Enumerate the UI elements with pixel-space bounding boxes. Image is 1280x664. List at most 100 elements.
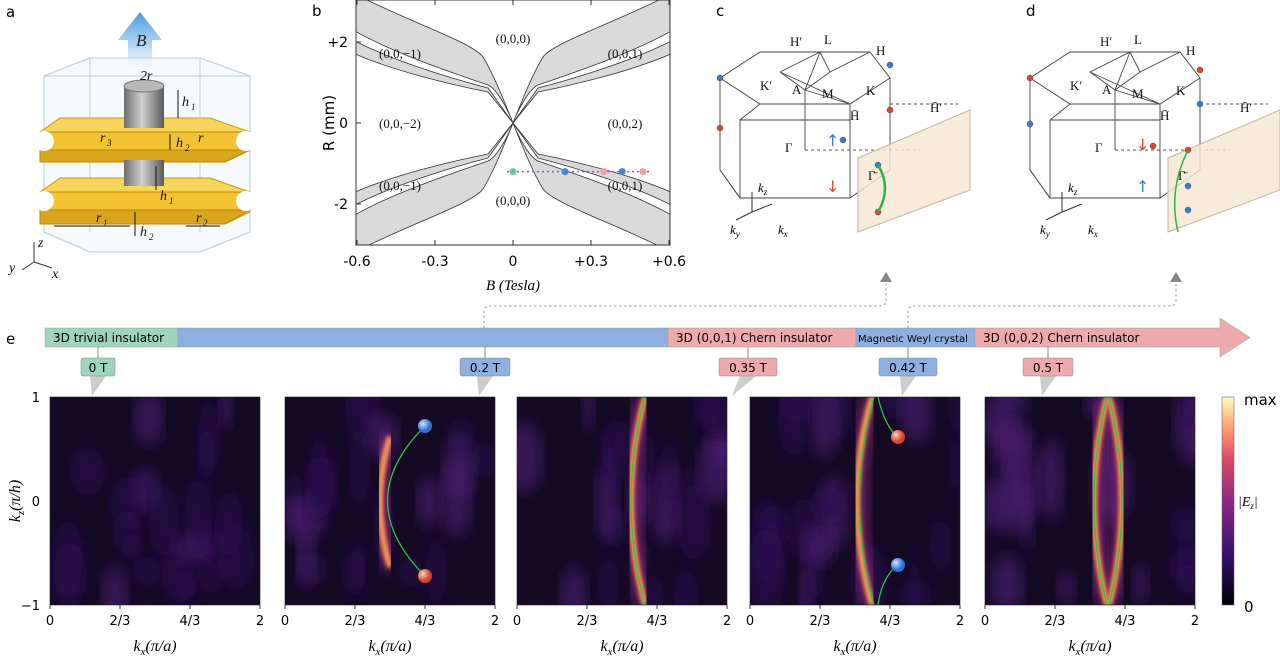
fermi-arc <box>630 397 646 605</box>
tag-pointer-icon <box>1040 376 1056 396</box>
bz-point-gamma: Γ <box>1095 140 1103 155</box>
weyl-point-red <box>886 106 894 114</box>
field-label: B <box>136 31 147 50</box>
dim-r1-sub: 1 <box>103 218 108 228</box>
dim-h2-bot: h <box>140 225 147 240</box>
axis-kx: kx <box>1088 222 1098 239</box>
bz-point-h: H <box>1186 43 1195 58</box>
dim-r3: r <box>100 131 106 146</box>
x-tick-label: 2/3 <box>1045 614 1066 629</box>
x-tick-label: -0.6 <box>343 254 370 270</box>
colorbar-label: |Ez| <box>1238 495 1258 511</box>
field-intensity-blob <box>642 416 656 499</box>
weyl-point-red <box>891 430 905 444</box>
dim-h1-top-sub: 1 <box>191 102 196 112</box>
field-intensity-blob <box>1174 397 1195 465</box>
bz-point-h-bar_prime: H̄′ <box>930 100 942 115</box>
band-group <box>356 122 514 245</box>
high-symmetry-lines <box>779 51 871 150</box>
intensity-peak <box>856 397 873 605</box>
pillar-mid <box>124 160 164 186</box>
x-tick-label: 4/3 <box>880 614 901 629</box>
dim-h1-top: h <box>182 95 189 110</box>
k-axes-icon <box>1045 192 1083 221</box>
bz-point-k-prime: K′ <box>760 78 772 93</box>
heatmap-xlabel: kx(π/a) <box>833 638 876 658</box>
weyl-point-red <box>1149 142 1157 150</box>
y-tick-label: +2 <box>327 35 348 51</box>
x-tick-label: 2/3 <box>810 614 831 629</box>
region-label: (0,0,−1) <box>379 46 421 61</box>
field-tag <box>878 357 938 377</box>
phase-bar: 3D trivial insulator 3D (0,0,1) Chern ins… <box>44 317 1251 358</box>
field-intensity-blob <box>214 490 243 558</box>
bz-point-h: H <box>876 43 885 58</box>
ticks-b: -0.6 -0.3 0 +0.3 +0.6 +2 0 -2 <box>327 0 686 270</box>
field-tag-label: 0.2 T <box>470 361 501 375</box>
field-marker <box>509 168 517 176</box>
xlabel-b: B (Tesla) <box>486 278 540 294</box>
surface-brillouin-zone <box>1167 109 1280 233</box>
colorbar: max 0 |Ez| <box>1221 391 1277 616</box>
colorbar-min: 0 <box>1244 598 1254 616</box>
field-intensity-blob <box>802 523 836 567</box>
field-tag-label: 0 T <box>89 361 108 375</box>
axis-kx-text: k <box>778 222 784 237</box>
weyl-point-blue <box>716 74 724 82</box>
field-intensity-blob <box>305 454 335 520</box>
heatmap-panel: 0 2/3 4/3 2 kx(π/a) <box>981 396 1199 658</box>
field-intensity-blob <box>184 478 213 562</box>
high-symmetry-lines <box>1089 51 1181 150</box>
pillar-top <box>123 79 165 128</box>
field-intensity-blob <box>1170 505 1195 542</box>
field-intensity-blob <box>471 442 495 478</box>
band-group <box>356 0 514 124</box>
connector-d <box>907 280 1177 328</box>
heatmap-xlabel: kx(π/a) <box>1068 638 1111 658</box>
heatmap-xlabel: kx(π/a) <box>368 638 411 658</box>
field-intensity-blob <box>750 527 786 605</box>
field-intensity-blob <box>560 566 587 605</box>
weyl-point-blue <box>1184 206 1192 214</box>
axis-y: y <box>7 261 16 276</box>
surface-brillouin-zone <box>857 109 971 233</box>
bz-point-l: L <box>1134 32 1142 47</box>
axis-kx-sub: x <box>783 229 788 239</box>
field-marker <box>600 168 608 176</box>
y-tick-label: 1 <box>32 391 40 406</box>
dim-h2-top-sub: 2 <box>185 143 190 153</box>
weyl-point-blue <box>886 61 894 69</box>
bz-point-h-bar_prime: H̄′ <box>1240 100 1252 115</box>
heatmap-frame <box>516 396 728 606</box>
dim-r1: r <box>96 211 102 226</box>
weyl-point-blue <box>1026 120 1034 128</box>
panel-label-a: a <box>6 3 15 21</box>
weyl-point-blue <box>891 558 905 572</box>
field-intensity-blob <box>676 483 712 561</box>
colorbar-gradient <box>1221 396 1235 606</box>
fermi-arc <box>876 164 887 213</box>
projection-lines <box>805 103 958 151</box>
field-intensity-blob <box>778 397 810 457</box>
phase-bands <box>356 0 670 245</box>
field-intensity-blob <box>900 397 933 444</box>
bz-point-a: A <box>792 82 802 97</box>
y-tick-label: −1 <box>21 599 40 614</box>
field-intensity-blob <box>134 397 164 446</box>
bz-point-k: K <box>866 83 876 98</box>
weyl-point-blue <box>1184 182 1192 190</box>
lower-plate <box>34 177 256 225</box>
tag-pointer-icon <box>900 376 916 396</box>
spin-up-arrow-icon: ↑ <box>1136 177 1149 196</box>
field-intensity-blob <box>582 397 595 434</box>
field-intensity-blob <box>1181 397 1195 423</box>
weyl-point-blue <box>839 136 847 144</box>
x-tick-label: 0 <box>981 614 989 629</box>
projection-lines <box>1115 103 1268 151</box>
heatmap-panel: 0 2/3 4/3 2 kx(π/a) 1 0 −1 kz(π/h) <box>7 391 264 658</box>
dim-r: r <box>198 131 204 146</box>
field-tag <box>1022 357 1074 377</box>
field-intensity-blob <box>1057 570 1076 605</box>
region-label: (0,0,−1) <box>379 178 421 193</box>
